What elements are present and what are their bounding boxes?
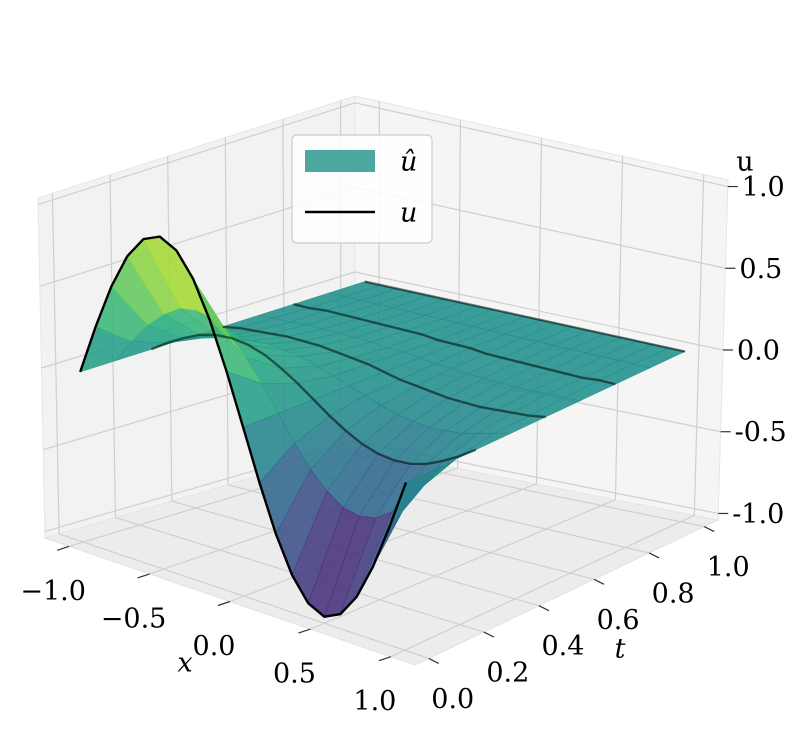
grid-line [58,533,429,659]
t-tick [648,552,660,559]
t-tick [703,526,715,533]
t-tick-label: 0.6 [597,605,640,636]
x-tick-label: 0.5 [273,659,316,690]
exact-line [79,235,408,618]
grid-line [310,499,616,630]
axes: −1.0 −0.5 0.0 0.5 1.0 0.0 0.2 0.4 0.6 0.8 1.0 -1.0 -… [20,172,786,717]
t-tick [593,578,605,585]
t-tick-label: 0.0 [431,684,474,715]
x-tick [298,628,311,634]
x-tick-label: 0.0 [193,631,236,662]
u-tick-label: 0.5 [739,254,782,285]
t-tick-label: 1.0 [707,552,750,583]
x-tick [378,656,392,662]
grid-line [37,102,356,206]
t-tick [538,605,550,612]
t-tick-label: 0.8 [652,578,695,609]
exact-line [364,280,686,353]
legend-label: û [400,147,417,178]
exact-line [222,325,546,419]
legend-label: u [400,198,417,229]
u-tick-label: 0.0 [737,336,780,367]
exact-line [293,303,616,386]
t-tick-label: 0.2 [486,658,529,689]
x-axis-label: x [177,648,192,679]
u-tick-label: -1.0 [732,499,784,530]
x-tick [217,600,231,607]
grid-line [354,102,728,188]
t-axis-label: t [615,634,626,665]
x-tick-label: 1.0 [353,686,396,717]
t-tick [428,657,440,664]
exact-line [150,333,477,466]
t-tick [483,631,495,638]
legend: ûu [291,134,433,244]
x-tick [137,573,150,579]
grid-line [354,271,724,351]
u-tick-label: -0.5 [735,417,787,448]
u-tick-label: 1.0 [742,172,785,203]
x-tick [56,545,70,551]
t-tick-label: 0.4 [541,631,584,662]
x-tick-label: −0.5 [101,603,167,634]
lines [79,235,686,618]
legend-patch [305,150,375,172]
grid-line [390,514,695,658]
x-tick-label: −1.0 [20,576,86,607]
u-axis-label: u [736,147,753,178]
